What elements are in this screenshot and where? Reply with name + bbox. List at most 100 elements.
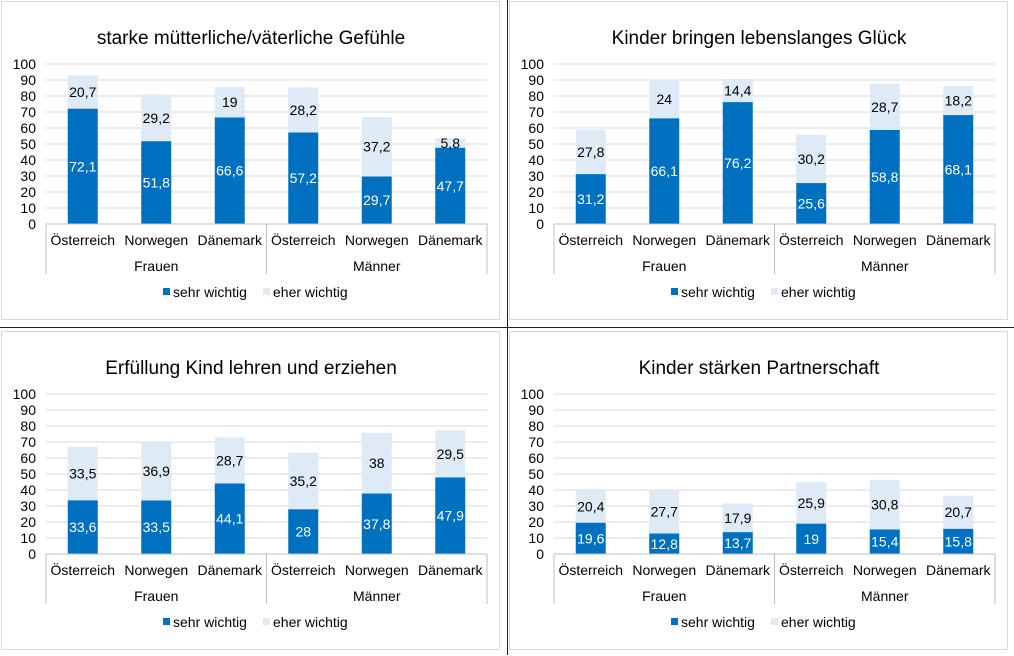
data-label: 29,2	[143, 110, 170, 126]
bar-sehr-wichtig	[288, 509, 319, 554]
bar-eher-wichtig	[722, 503, 753, 533]
y-tick-label: 50	[528, 466, 544, 482]
data-label: 57,2	[290, 170, 317, 186]
data-label: 29,5	[437, 446, 464, 462]
bar-sehr-wichtig	[649, 533, 680, 554]
chart-panel-3: Erfüllung Kind lehren und erziehen 0 10 20 3…	[0, 330, 506, 656]
legend-swatch	[671, 288, 678, 295]
y-tick-label: 0	[28, 216, 36, 232]
chart-svg: starke mütterliche/väterliche Gefühle010…	[1, 1, 500, 320]
data-label: 25,6	[798, 196, 825, 212]
category-label: Österreich	[50, 231, 115, 248]
chart-title: Erfüllung Kind lehren und erziehen	[105, 358, 397, 379]
y-tick-label: 70	[20, 434, 36, 450]
bar-eher-wichtig	[575, 490, 606, 523]
y-tick-label: 20	[528, 184, 544, 200]
data-label: 30,2	[798, 151, 825, 167]
bar-eher-wichtig	[361, 432, 392, 494]
data-label: 31,2	[577, 191, 604, 207]
data-label: 24	[656, 91, 672, 107]
y-tick-label: 70	[20, 104, 36, 120]
bar-eher-wichtig	[796, 134, 827, 184]
y-tick-label: 100	[13, 386, 37, 402]
data-label: 30,8	[871, 497, 898, 513]
category-label: Norwegen	[124, 562, 188, 578]
category-label: Norwegen	[853, 562, 917, 578]
data-label: 14,4	[724, 83, 751, 99]
data-label: 15,8	[945, 533, 972, 549]
bar-eher-wichtig	[435, 430, 466, 478]
data-label: 20,7	[945, 504, 972, 520]
bar-eher-wichtig	[141, 94, 172, 142]
group-label: Männer	[861, 588, 909, 604]
bar-sehr-wichtig	[361, 493, 392, 554]
data-label: 35,2	[290, 473, 317, 489]
bar-eher-wichtig	[214, 87, 245, 118]
bar-eher-wichtig	[288, 452, 319, 510]
data-label: 17,9	[724, 510, 751, 526]
data-label: 12,8	[651, 536, 678, 552]
bar-eher-wichtig	[869, 84, 900, 130]
y-tick-label: 100	[521, 386, 545, 402]
legend-swatch	[771, 618, 778, 625]
data-label: 33,5	[143, 519, 170, 535]
data-label: 66,1	[651, 163, 678, 179]
data-label: 47,9	[437, 508, 464, 524]
bar-sehr-wichtig	[435, 477, 466, 554]
legend-label: sehr wichtig	[681, 284, 755, 300]
data-label: 38	[369, 455, 385, 471]
data-label: 27,8	[577, 144, 604, 160]
category-label: Dänemark	[926, 232, 992, 248]
chart-panel-2: Kinder bringen lebenslanges Glück 0 10 20 30…	[508, 0, 1014, 326]
y-tick-label: 10	[20, 530, 36, 546]
y-tick-label: 40	[528, 482, 544, 498]
bar-eher-wichtig	[288, 87, 319, 133]
bar-sehr-wichtig	[796, 523, 827, 554]
data-label: 37,2	[363, 139, 390, 155]
bar-eher-wichtig	[943, 85, 974, 116]
legend-label: eher wichtig	[273, 614, 348, 630]
category-label: Österreich	[558, 561, 623, 578]
bar-eher-wichtig	[649, 489, 680, 534]
data-label: 68,1	[945, 162, 972, 178]
legend-label: eher wichtig	[781, 614, 856, 630]
bar-sehr-wichtig	[869, 529, 900, 554]
bar-sehr-wichtig	[722, 532, 753, 554]
group-label: Männer	[353, 588, 401, 604]
legend-swatch	[671, 618, 678, 625]
bar-sehr-wichtig	[943, 115, 974, 224]
y-tick-label: 80	[528, 88, 544, 104]
y-tick-label: 10	[528, 200, 544, 216]
data-label: 66,6	[216, 163, 243, 179]
data-label: 28,2	[290, 102, 317, 118]
legend-label: sehr wichtig	[173, 614, 247, 630]
group-label: Frauen	[642, 588, 686, 604]
bar-eher-wichtig	[796, 482, 827, 524]
category-label: Österreich	[558, 231, 623, 248]
y-tick-label: 10	[20, 200, 36, 216]
y-tick-label: 30	[20, 498, 36, 514]
bar-eher-wichtig	[361, 116, 392, 177]
y-tick-label: 70	[528, 434, 544, 450]
y-tick-label: 40	[20, 152, 36, 168]
horizontal-divider	[0, 327, 1014, 328]
data-label: 5,8	[441, 135, 461, 151]
y-tick-label: 80	[20, 88, 36, 104]
data-label: 18,2	[945, 92, 972, 108]
chart-panel-4: Kinder stärken Partnerschaft 0 10 20 30 40 50 6…	[508, 330, 1014, 656]
bar-sehr-wichtig	[141, 500, 172, 554]
y-tick-label: 30	[20, 168, 36, 184]
bar-sehr-wichtig	[141, 141, 172, 224]
y-tick-label: 0	[28, 546, 36, 562]
data-label: 20,7	[69, 84, 96, 100]
data-label: 13,7	[724, 535, 751, 551]
legend-swatch	[263, 288, 270, 295]
data-label: 15,4	[871, 534, 898, 550]
group-label: Frauen	[134, 258, 178, 274]
bar-eher-wichtig	[67, 446, 98, 501]
category-label: Dänemark	[197, 232, 263, 248]
bar-sehr-wichtig	[722, 102, 753, 224]
data-label: 29,7	[363, 192, 390, 208]
bar-sehr-wichtig	[649, 118, 680, 224]
data-label: 33,5	[69, 465, 96, 481]
